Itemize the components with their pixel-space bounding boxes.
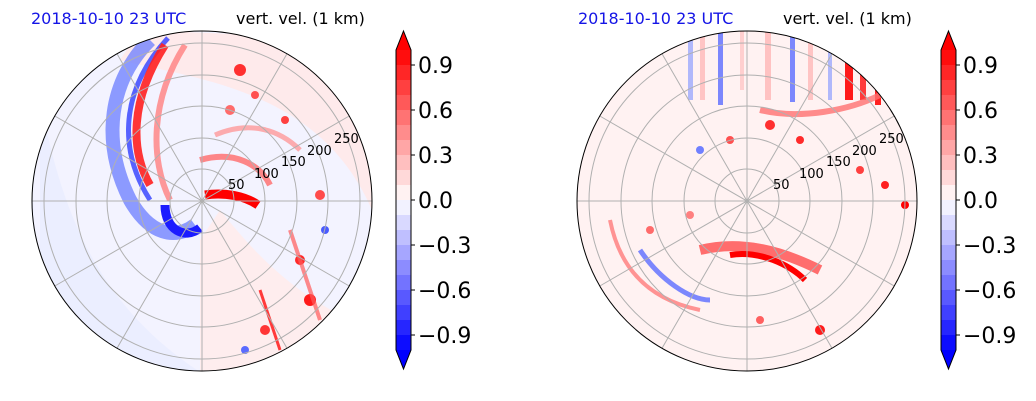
panel-2-colorbar-extend-max [941,31,956,50]
panel-1-radial-tick-label: 200 [307,144,332,159]
colorbar-tick-label: 0.3 [418,144,453,169]
panel-2-radial-tick-labels: 50 100 150 200 250 [773,132,904,193]
panel-2-date-title: 2018-10-10 23 UTC [578,9,733,28]
colorbar-level-swatch [941,170,956,186]
panel-2-colorbar-extend-min [941,350,956,369]
panel-1-colorbar-tick-labels: 0.9 0.6 0.3 0.0 −0.3 −0.6 −0.9 [418,54,471,349]
colorbar-level-swatch [396,185,411,201]
colorbar-tick-label: 0.9 [963,54,998,79]
colorbar-level-swatch [396,170,411,186]
panel-1-radial-tick-labels: 50 100 150 200 250 [228,132,359,193]
colorbar-level-swatch [396,290,411,306]
panel-1-colorbar-extend-max [396,31,411,50]
colorbar-level-swatch [396,215,411,231]
panel-2-variable-title: vert. vel. (1 km) [783,9,912,28]
colorbar-tick-label: 0.0 [418,189,453,214]
colorbar-level-swatch [396,140,411,156]
colorbar-tick-label: −0.3 [418,234,471,259]
colorbar-level-swatch [396,230,411,246]
panel-1-colorbar: 0.9 0.6 0.3 0.0 −0.3 −0.6 −0.9 [395,29,471,371]
panel-2-radial-tick-label: 150 [826,155,851,170]
panel-1-variable-title: vert. vel. (1 km) [236,9,365,28]
colorbar-level-swatch [941,305,956,321]
panel-2-radial-tick-label: 100 [799,167,824,182]
colorbar-tick-label: 0.0 [963,189,998,214]
colorbar-tick-label: −0.6 [963,279,1016,304]
colorbar-tick-label: −0.9 [963,324,1016,349]
colorbar-level-swatch [941,125,956,141]
panel-1: 2018-10-10 23 UTC vert. vel. (1 km) [31,9,471,372]
panel-2-radial-line [599,115,895,287]
colorbar-tick-label: −0.9 [418,324,471,349]
panel-2-frame [576,30,918,372]
colorbar-level-swatch [941,95,956,111]
colorbar-level-swatch [941,245,956,261]
panel-1-radial-tick-label: 50 [228,178,245,193]
colorbar-level-swatch [941,185,956,201]
panel-1-frame [31,30,373,372]
colorbar-tick-label: 0.6 [418,99,453,124]
panel-2-polar-plot: 50 100 150 200 250 [576,30,918,372]
colorbar-level-swatch [941,230,956,246]
colorbar-level-swatch [941,110,956,126]
panel-1-radial-tick-label: 150 [281,155,306,170]
panel-1-radial-line [54,115,350,287]
colorbar-level-swatch [396,65,411,81]
panel-2-radial-tick-label: 250 [879,132,904,147]
colorbar-level-swatch [396,50,411,66]
panel-2-grid [577,31,917,371]
colorbar-level-swatch [941,200,956,216]
colorbar-level-swatch [396,125,411,141]
colorbar-level-swatch [941,275,956,291]
colorbar-level-swatch [396,110,411,126]
panel-2-colorbar-ticks [956,64,960,336]
panel-2-colorbar: 0.9 0.6 0.3 0.0 −0.3 −0.6 −0.9 [940,29,1016,371]
colorbar-level-swatch [396,80,411,96]
panel-2-radial-tick-label: 50 [773,178,790,193]
colorbar-level-swatch [941,50,956,66]
panel-1-colorbar-extend-min [396,350,411,369]
colorbar-level-swatch [396,320,411,336]
panel-1-grid [32,31,372,371]
panel-1-radial-tick-label: 100 [254,167,279,182]
colorbar-level-swatch [941,260,956,276]
colorbar-level-swatch [941,65,956,81]
colorbar-tick-label: −0.3 [963,234,1016,259]
colorbar-level-swatch [941,290,956,306]
colorbar-level-swatch [396,95,411,111]
colorbar-level-swatch [396,335,411,351]
panel-2: 2018-10-10 23 UTC vert. vel. (1 km) [576,9,1016,372]
colorbar-level-swatch [396,155,411,171]
colorbar-level-swatch [941,155,956,171]
colorbar-level-swatch [941,140,956,156]
colorbar-tick-label: −0.6 [418,279,471,304]
colorbar-level-swatch [396,305,411,321]
colorbar-tick-label: 0.6 [963,99,998,124]
colorbar-level-swatch [941,335,956,351]
panel-2-radial-tick-label: 200 [852,144,877,159]
panel-2-colorbar-tick-labels: 0.9 0.6 0.3 0.0 −0.3 −0.6 −0.9 [963,54,1016,349]
colorbar-level-swatch [941,320,956,336]
panel-2-colorbar-outline [940,29,957,371]
colorbar-level-swatch [396,275,411,291]
colorbar-tick-label: 0.3 [963,144,998,169]
panel-1-colorbar-outline [395,29,412,371]
colorbar-level-swatch [396,245,411,261]
panel-1-colorbar-ticks [411,64,415,336]
colorbar-level-swatch [396,260,411,276]
panel-1-polar-plot: 50 100 150 200 250 [31,30,373,372]
colorbar-level-swatch [941,80,956,96]
colorbar-tick-label: 0.9 [418,54,453,79]
colorbar-level-swatch [396,200,411,216]
colorbar-level-swatch [941,215,956,231]
panel-1-radial-tick-label: 250 [334,132,359,147]
panel-1-date-title: 2018-10-10 23 UTC [31,9,186,28]
